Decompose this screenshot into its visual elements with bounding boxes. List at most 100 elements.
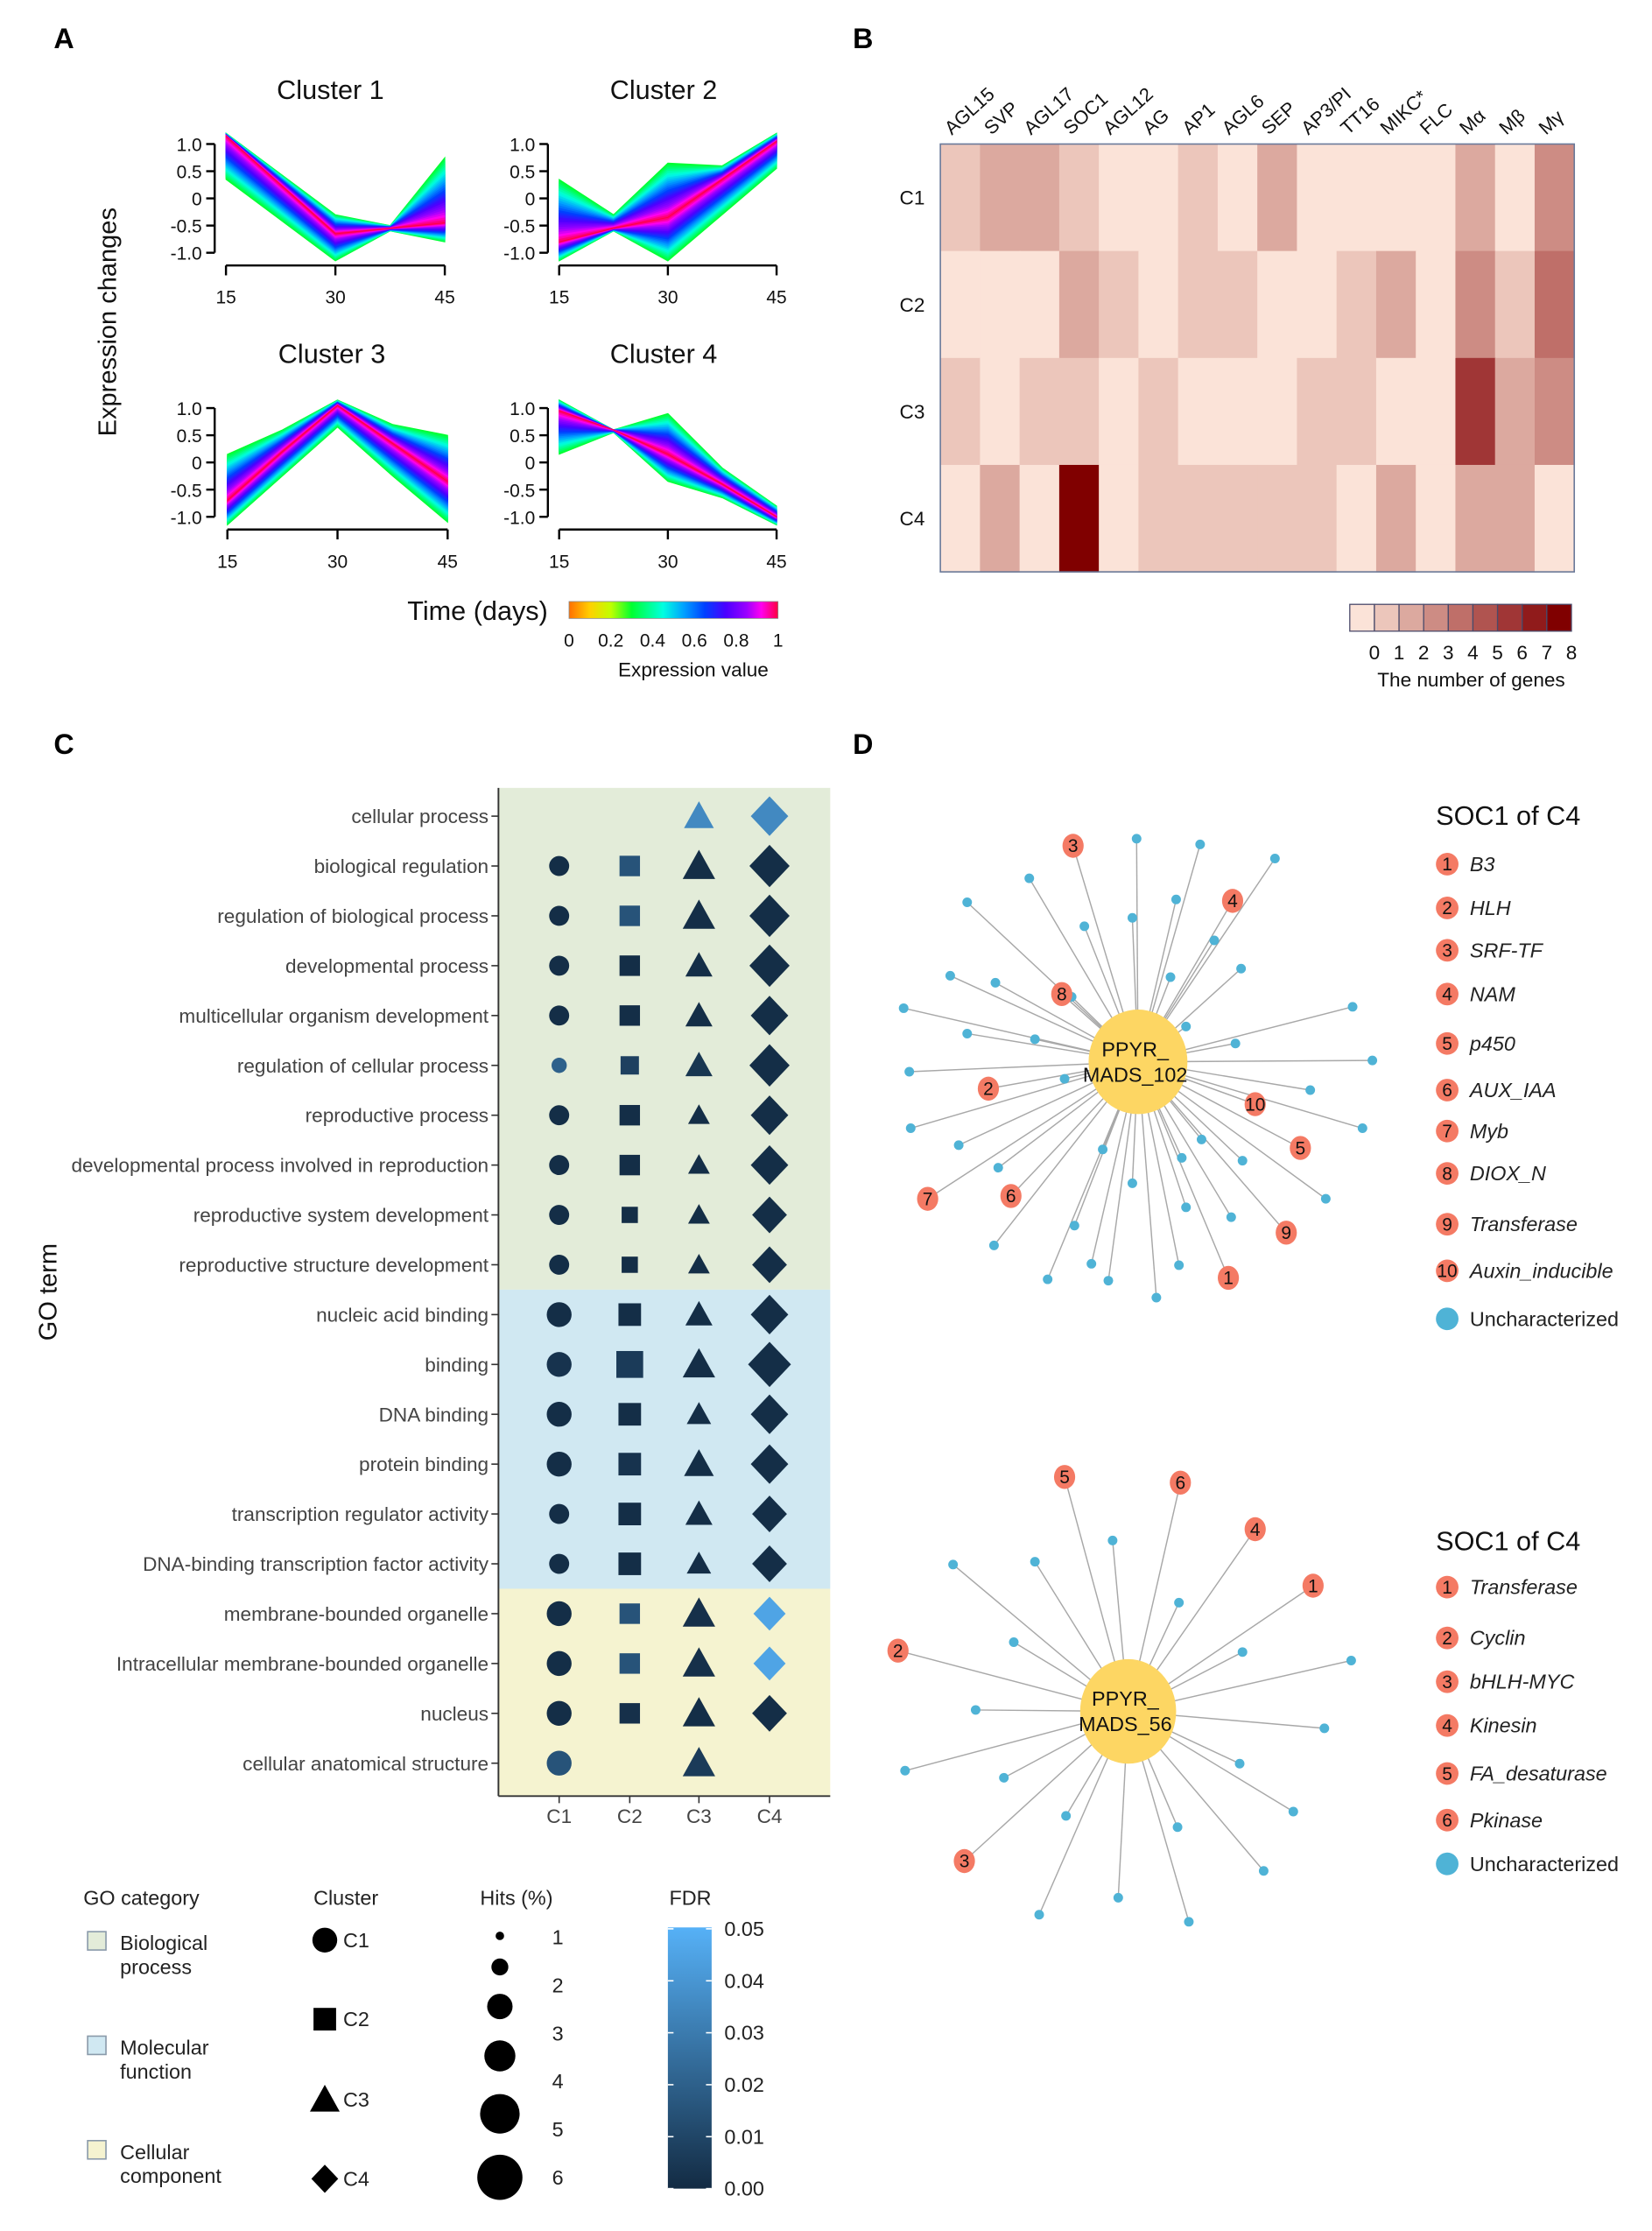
uncharacterized-node [1269,854,1280,863]
uncharacterized-node [1059,1073,1070,1084]
y-tick-label: 0 [525,454,536,474]
go-term-label: multicellular organism development [179,1005,489,1027]
go-marker-diamond [750,1294,789,1334]
heatmap-cell [980,144,1021,252]
go-marker-circle [546,1302,572,1327]
heatmap-cell [1019,144,1060,252]
heatmap-row-label: C3 [900,401,925,423]
legend-annotated-node-icon [1436,939,1459,962]
go-marker-diamond [750,1095,789,1136]
legend-annotated-node-icon [1436,897,1459,919]
uncharacterized-node [1079,921,1090,932]
go-term-label: membrane-bounded organelle [224,1603,489,1625]
heatmap-cell [1217,250,1258,359]
y-tick-label: 1.0 [510,136,535,156]
heatmap-column-label: Mα [1455,104,1490,138]
legend-gene-family-label: AUX_IAA [1468,1079,1557,1101]
uncharacterized-node [1069,1221,1079,1231]
heatmap-legend-swatch [1423,603,1449,632]
legend-gene-family-label: p450 [1469,1032,1515,1055]
heatmap-legend-tick: 2 [1418,642,1430,664]
go-category-label: Biological [120,1932,207,1954]
heatmap-cell [1058,357,1100,466]
legend-uncharacterized-label: Uncharacterized [1470,1307,1619,1330]
uncharacterized-node [1174,1260,1185,1270]
go-marker-triangle [682,1747,715,1777]
legend-gene-family-label: Cyclin [1470,1627,1526,1650]
heatmap-row-label: C1 [900,187,925,209]
x-tick-label: 15 [217,552,237,572]
annotated-node-number: 5 [1059,1467,1070,1488]
go-marker-circle [546,1700,572,1726]
go-marker-triangle [685,1300,713,1326]
membership-band [225,134,446,240]
annotated-node-number: 1 [1223,1269,1234,1289]
uncharacterized-node [1237,1156,1248,1166]
go-marker-circle [549,1255,570,1275]
uncharacterized-node [1177,1152,1187,1163]
uncharacterized-node [962,1028,973,1038]
legend-annotated-node-icon [1436,1259,1459,1283]
membership-band [559,140,777,243]
heatmap-cell [1416,357,1457,466]
go-marker-circle [549,1553,570,1574]
heatmap-legend-tick: 0 [1369,642,1381,664]
heatmap-cell [1416,144,1457,252]
go-marker-triangle [682,899,715,929]
y-axis-label: Expression changes [94,208,122,436]
uncharacterized-node [1030,1034,1040,1045]
uncharacterized-node [1170,894,1181,904]
annotated-node [1218,1265,1240,1291]
legend-annotated-node-icon [1436,1626,1459,1650]
heatmap-cell [1217,144,1258,252]
x-tick-label: 15 [215,288,235,308]
y-tick-label: 1.0 [177,136,202,156]
legend-node-number: 7 [1442,1122,1452,1142]
cluster-legend-triangle-icon [309,2085,341,2112]
go-marker-diamond [752,1496,787,1533]
heatmap-cell [1455,144,1496,252]
x-axis-label: Time (days) [407,596,548,626]
fdr-legend-label: 0.03 [724,2022,764,2044]
heatmap-legend-swatch [1472,603,1499,632]
heatmap-cell [1375,144,1417,252]
cluster-title: Cluster 1 [277,75,384,105]
legend-gene-family-label: DIOX_N [1470,1162,1546,1185]
go-marker-triangle [687,1204,710,1224]
heatmap-cell [1099,464,1140,573]
go-marker-square [618,1552,642,1575]
uncharacterized-node [905,1123,916,1133]
go-marker-diamond [749,894,790,938]
y-tick-label: 0 [192,190,202,210]
network-legend-title: SOC1 of C4 [1436,801,1580,831]
heatmap-legend-tick: 4 [1467,642,1479,664]
go-category-swatch [87,2139,107,2160]
go-marker-triangle [687,1104,710,1124]
go-marker-diamond [752,1246,787,1284]
heatmap-legend-tick: 8 [1566,642,1578,664]
fdr-colorbar [667,1927,712,2189]
heatmap-cell [1217,464,1258,573]
legend-gene-family-label: B3 [1470,853,1495,876]
legend-node-number: 6 [1442,1080,1452,1101]
heatmap-legend-title: The number of genes [1377,669,1564,691]
heatmap-cell [1138,250,1179,359]
uncharacterized-node [1131,834,1142,844]
heatmap-cell [940,144,981,252]
heatmap-row-label: C4 [900,508,925,530]
heatmap-cell [1099,250,1140,359]
legend-node-number: 10 [1437,1262,1457,1282]
go-marker-diamond [752,1196,787,1234]
membership-band [225,133,446,245]
go-marker-triangle [685,1002,713,1027]
heatmap-legend-swatch [1496,603,1523,632]
heatmap-cell [1138,144,1179,252]
uncharacterized-node [1061,1811,1072,1821]
legend-annotated-node-icon [1436,1162,1459,1186]
go-marker-triangle [682,849,715,879]
heatmap-cell [1058,464,1100,573]
panel-label-c: C [53,728,74,760]
uncharacterized-node [1234,1758,1245,1769]
heatmap-cell [1455,250,1496,359]
uncharacterized-node [1319,1723,1330,1734]
